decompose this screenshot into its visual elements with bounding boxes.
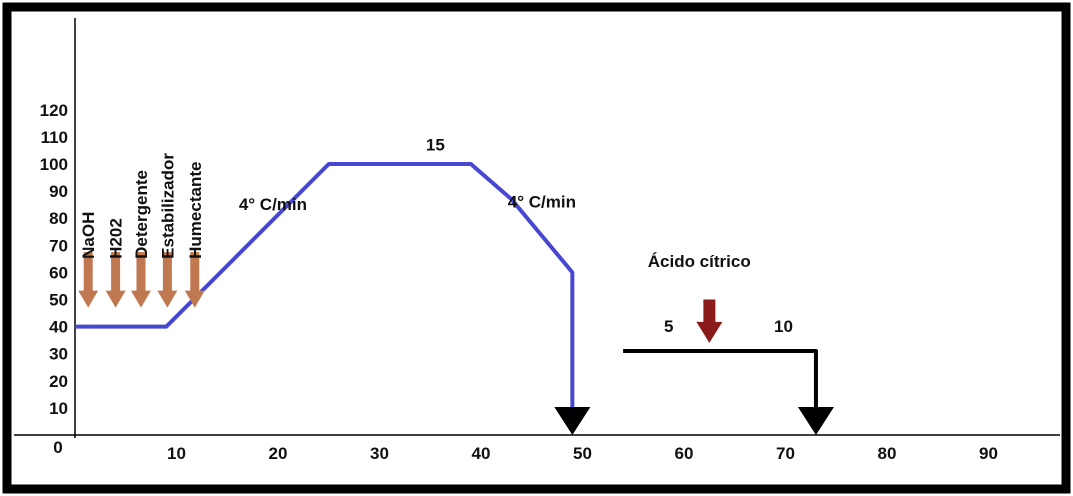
dosing-arrow-shaft (190, 252, 200, 292)
dosing-label: Humectante (186, 162, 205, 259)
y-tick-label: 20 (49, 372, 68, 391)
annotation-label: 4° C/min (239, 195, 307, 214)
acid-arrow-head (696, 321, 723, 343)
dosing-arrow-head (105, 290, 126, 308)
x-tick-label: 60 (675, 444, 694, 463)
annotation-label: 4° C/min (508, 192, 576, 211)
dosing-arrow-head (78, 290, 99, 308)
y-tick-label: 10 (49, 399, 68, 418)
x-tick-label: 40 (472, 444, 491, 463)
dosing-arrow-head (157, 290, 178, 308)
dosing-arrow-shaft (111, 252, 121, 292)
end-marker-2 (797, 407, 834, 435)
dosing-arrow-shaft (162, 252, 172, 292)
x-tick-label: 50 (573, 444, 592, 463)
y-tick-label: 80 (49, 209, 68, 228)
dosing-arrow-head (130, 290, 151, 308)
y-tick-label: 60 (49, 263, 68, 282)
acid-arrow-shaft (703, 299, 716, 323)
dosing-label: Estabilizador (158, 153, 177, 259)
y-tick-label: 70 (49, 236, 68, 255)
y-tick-label: 50 (49, 291, 68, 310)
series-layer (75, 162, 834, 435)
dosing-arrows: NaOH H202 Detergente Estabilizador Humectant… (78, 153, 205, 308)
dosing-label: Detergente (132, 170, 151, 259)
annotations: 15 4° C/min 4° C/min Ácido cítrico 5 10 (239, 135, 793, 343)
end-marker-1 (554, 407, 591, 435)
dosing-arrow-shaft (136, 252, 146, 292)
y-tick-label: 120 (40, 101, 68, 120)
x-tick-label: 20 (269, 444, 288, 463)
x-tick-label: 10 (167, 444, 186, 463)
y-tick-label: 90 (49, 182, 68, 201)
annotation-label: Ácido cítrico (648, 252, 751, 271)
series-line-2 (623, 348, 818, 427)
dosing-arrow-head (184, 290, 205, 308)
x-tick-label: 90 (979, 444, 998, 463)
x-tick-label: 30 (370, 444, 389, 463)
x-tick-label: 0 (53, 438, 62, 457)
dosing-label: NaOH (79, 212, 98, 259)
annotation-label: 10 (774, 317, 793, 336)
annotation-label: 5 (664, 317, 673, 336)
axes (14, 18, 1060, 438)
y-tick-label: 40 (49, 318, 68, 337)
dosing-arrow-shaft (83, 252, 93, 292)
tick-labels: 0 10 20 30 40 50 60 70 80 90 10 20 30 40 50 60 70 80 90 100… (40, 101, 998, 463)
x-tick-label: 80 (878, 444, 897, 463)
annotation-label: 15 (426, 135, 445, 154)
y-tick-label: 110 (41, 128, 68, 147)
dosing-label: H202 (107, 218, 126, 259)
series-line-1 (75, 162, 575, 427)
y-tick-label: 30 (49, 345, 68, 364)
y-tick-label: 100 (40, 155, 68, 174)
x-tick-label: 70 (776, 444, 795, 463)
